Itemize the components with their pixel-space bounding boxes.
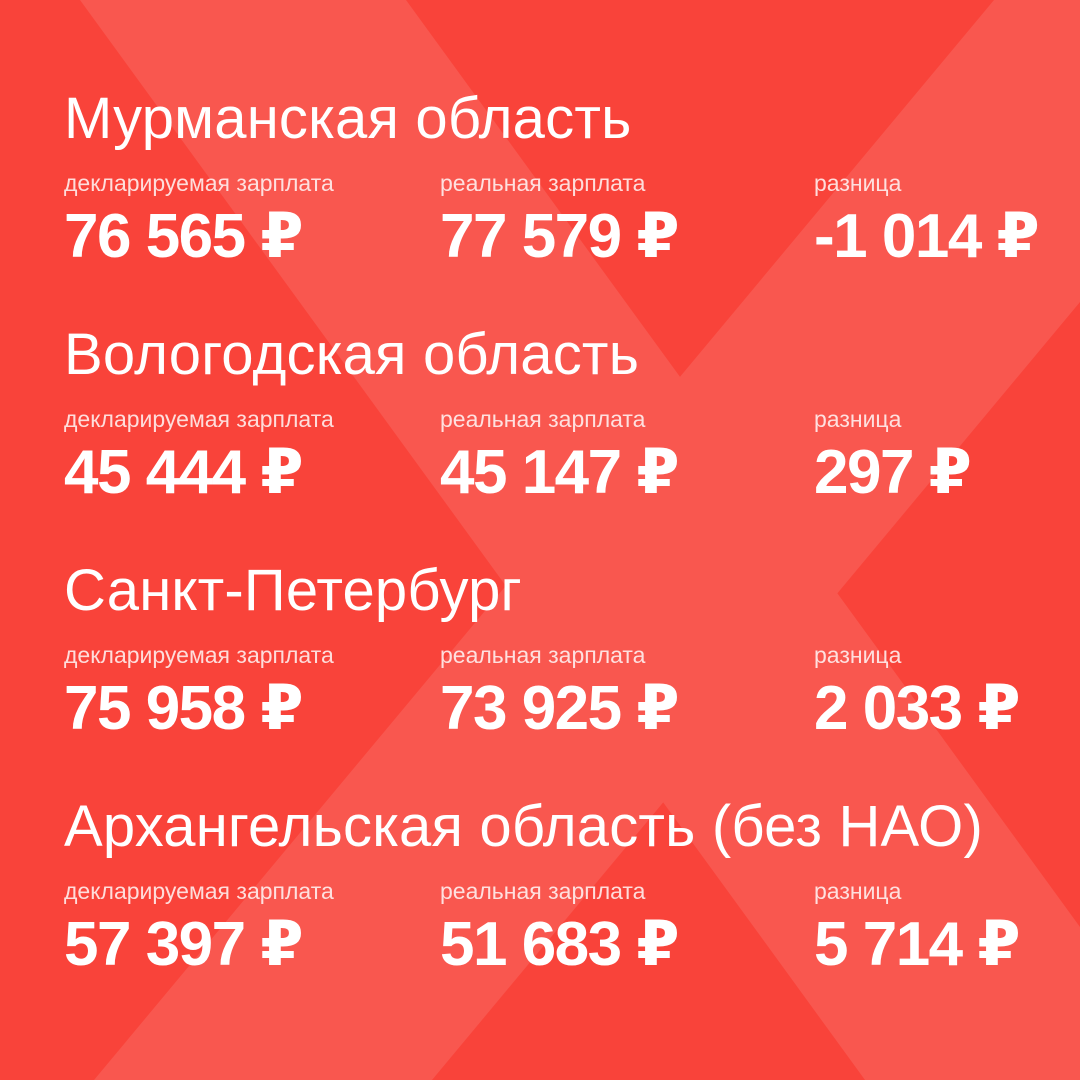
difference-label: разница [814,170,902,196]
real-salary-value: 77 579 ₽ [440,202,680,271]
real-salary-label: реальная зарплата [440,406,646,432]
declared-salary-value: 57 397 ₽ [64,910,304,979]
region-section-vologda: Вологодская область декларируемая зарпла… [64,320,1016,510]
difference-value: 5 714 ₽ [814,910,1021,979]
region-section-arkhangelsk: Архангельская область (без НАО) декларир… [64,792,1021,982]
declared-salary-value: 45 444 ₽ [64,438,304,507]
real-salary-label: реальная зарплата [440,878,646,904]
stat-cell-real: реальная зарплата 77 579 ₽ [440,168,814,274]
difference-label: разница [814,406,902,432]
declared-salary-value: 76 565 ₽ [64,202,304,271]
stats-row: декларируемая зарплата 45 444 ₽ реальная… [64,404,1016,510]
declared-salary-label: декларируемая зарплата [64,878,334,904]
stats-row: декларируемая зарплата 75 958 ₽ реальная… [64,640,1021,746]
difference-label: разница [814,642,902,668]
real-salary-value: 73 925 ₽ [440,674,680,743]
stat-cell-declared: декларируемая зарплата 75 958 ₽ [64,640,440,746]
region-section-spb: Санкт-Петербург декларируемая зарплата 7… [64,556,1021,746]
region-title: Архангельская область (без НАО) [64,794,983,859]
stat-cell-difference: разница 2 033 ₽ [814,640,1021,746]
region-title: Санкт-Петербург [64,558,522,623]
stat-cell-difference: разница 5 714 ₽ [814,876,1021,982]
region-title: Вологодская область [64,322,640,387]
region-title: Мурманская область [64,86,632,151]
content: Мурманская область декларируемая зарплат… [64,84,1040,982]
region-section-murmansk: Мурманская область декларируемая зарплат… [64,84,1040,274]
declared-salary-label: декларируемая зарплата [64,406,334,432]
stat-cell-difference: разница -1 014 ₽ [814,168,1040,274]
stat-cell-declared: декларируемая зарплата 57 397 ₽ [64,876,440,982]
stat-cell-difference: разница 297 ₽ [814,404,1016,510]
real-salary-value: 45 147 ₽ [440,438,680,507]
real-salary-label: реальная зарплата [440,170,646,196]
stat-cell-real: реальная зарплата 73 925 ₽ [440,640,814,746]
real-salary-label: реальная зарплата [440,642,646,668]
stats-row: декларируемая зарплата 76 565 ₽ реальная… [64,168,1040,274]
declared-salary-label: декларируемая зарплата [64,170,334,196]
difference-label: разница [814,878,902,904]
declared-salary-label: декларируемая зарплата [64,642,334,668]
stat-cell-real: реальная зарплата 45 147 ₽ [440,404,814,510]
declared-salary-value: 75 958 ₽ [64,674,304,743]
real-salary-value: 51 683 ₽ [440,910,680,979]
difference-value: -1 014 ₽ [814,202,1040,271]
stat-cell-declared: декларируемая зарплата 76 565 ₽ [64,168,440,274]
difference-value: 2 033 ₽ [814,674,1021,743]
stats-row: декларируемая зарплата 57 397 ₽ реальная… [64,876,1021,982]
stat-cell-real: реальная зарплата 51 683 ₽ [440,876,814,982]
difference-value: 297 ₽ [814,438,972,507]
stat-cell-declared: декларируемая зарплата 45 444 ₽ [64,404,440,510]
